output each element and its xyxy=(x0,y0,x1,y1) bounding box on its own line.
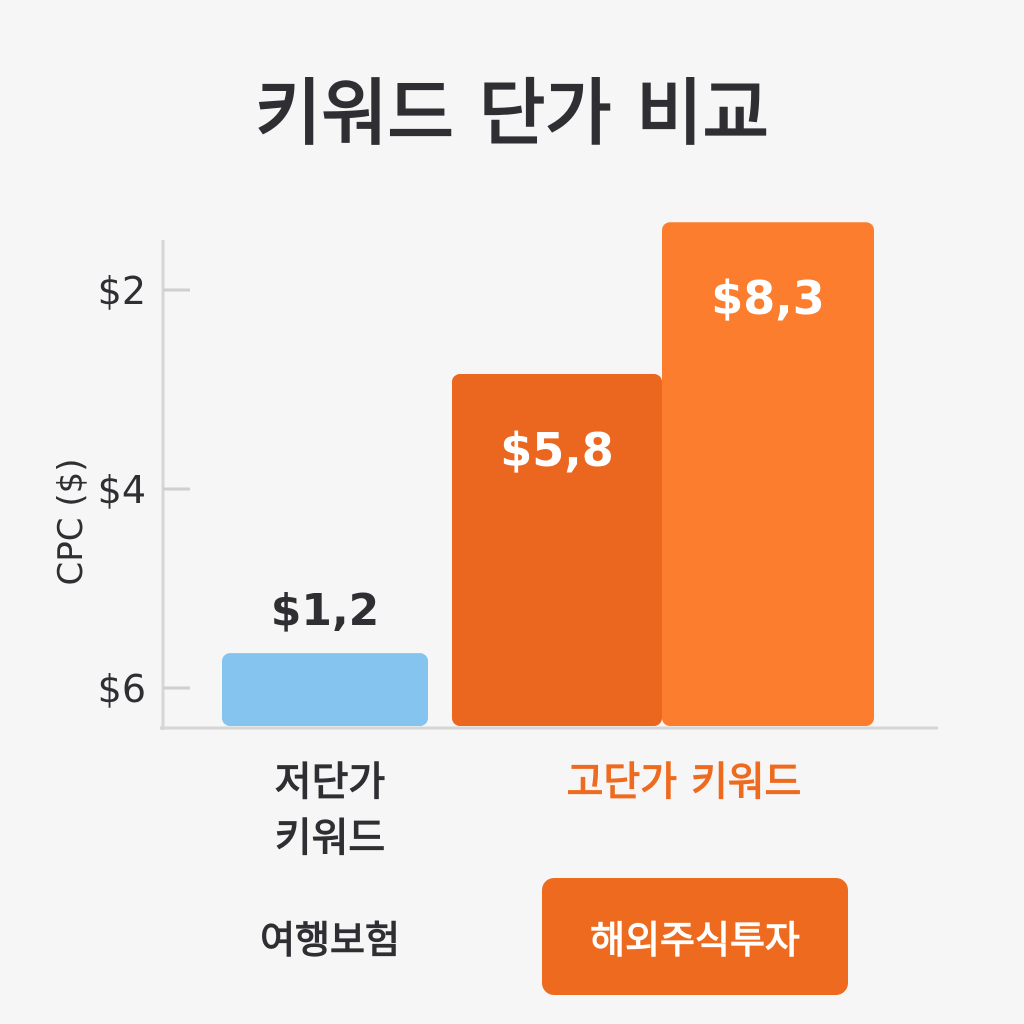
category-label-1-line-2: 키워드 xyxy=(275,815,385,861)
chart-title: 키워드 단가 비교 xyxy=(255,71,769,155)
y-axis-label: CPC ($) xyxy=(51,459,91,586)
bar-1 xyxy=(222,653,428,726)
category-label-2-line-1: 고단가 키워드 xyxy=(567,759,802,805)
bar-3 xyxy=(662,222,874,726)
bar-2 xyxy=(452,373,662,726)
category-example-1: 여행보험 xyxy=(260,918,400,962)
y-axis-ticks: $2 $4 $6 xyxy=(98,269,190,711)
y-tick-label: $4 xyxy=(98,468,146,512)
bar-value-label-2: $5,8 xyxy=(500,423,614,477)
y-tick-label: $6 xyxy=(98,667,146,711)
y-tick-label: $2 xyxy=(98,269,146,313)
category-example-2: 해외주식투자 xyxy=(590,918,800,962)
bars-group xyxy=(222,222,874,726)
bar-value-label-3: $8,3 xyxy=(711,271,825,325)
bar-value-labels: $1,2 $5,8 $8,3 xyxy=(271,271,825,636)
bar-value-label-1: $1,2 xyxy=(271,585,380,636)
example-badge xyxy=(542,878,848,995)
category-label-1-line-1: 저단가 xyxy=(275,759,386,805)
